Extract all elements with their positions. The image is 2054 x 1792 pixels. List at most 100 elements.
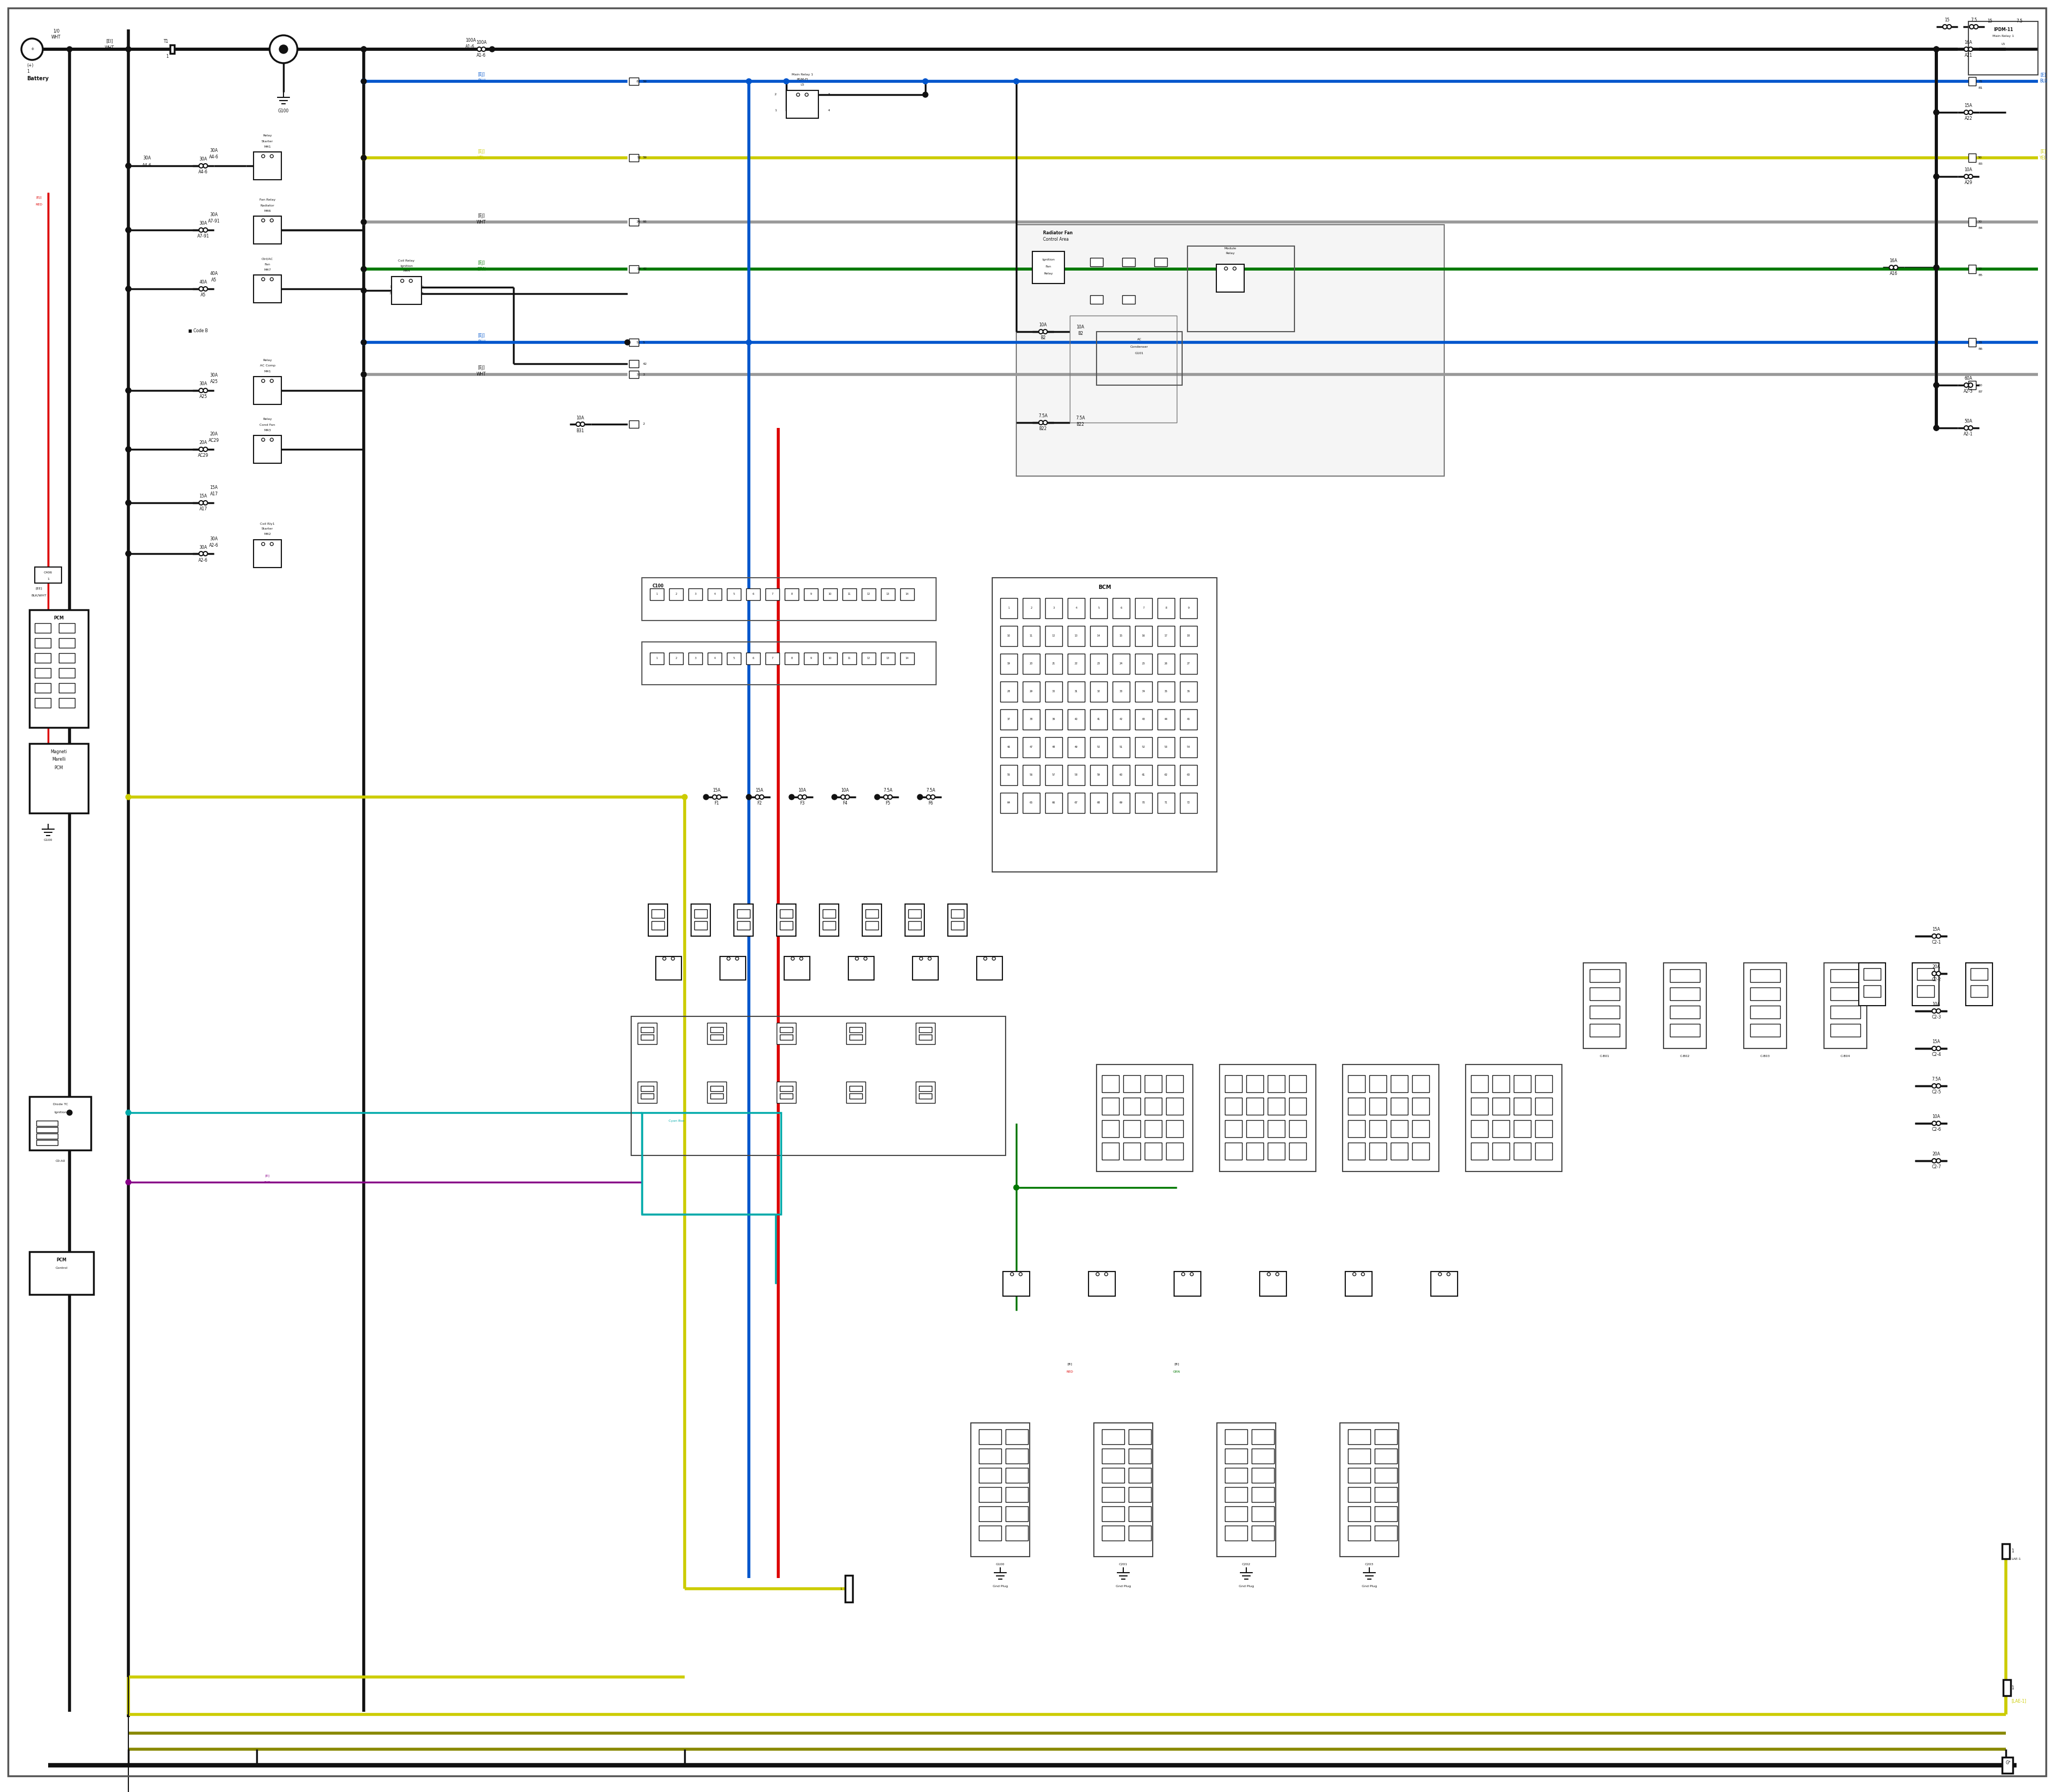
Text: 4: 4 — [421, 292, 423, 296]
Bar — [1863, 968, 1881, 980]
Text: +: + — [31, 47, 33, 52]
Text: 1: 1 — [390, 287, 392, 289]
Text: 3: 3 — [637, 373, 639, 376]
Text: 10A: 10A — [1076, 324, 1085, 330]
Text: G100: G100 — [43, 839, 53, 840]
Bar — [690, 903, 711, 935]
Bar — [1124, 1098, 1140, 1115]
Bar — [781, 1093, 793, 1098]
Circle shape — [125, 287, 131, 292]
Circle shape — [1933, 1084, 1937, 1088]
Bar — [1374, 1468, 1397, 1482]
Text: 1: 1 — [774, 109, 776, 113]
Bar — [711, 1034, 723, 1039]
Circle shape — [362, 340, 366, 346]
Bar — [1467, 1064, 1561, 1172]
Bar — [1391, 1143, 1407, 1159]
Circle shape — [746, 79, 752, 84]
Circle shape — [125, 228, 131, 233]
Circle shape — [840, 796, 844, 799]
Bar — [1179, 654, 1197, 674]
Bar — [641, 1113, 781, 1215]
Text: F6: F6 — [928, 801, 933, 806]
Bar — [781, 921, 793, 930]
Bar — [707, 1082, 727, 1104]
Bar — [1128, 1525, 1150, 1541]
Text: B2: B2 — [1078, 332, 1082, 337]
Bar — [1023, 765, 1039, 785]
Bar — [29, 1253, 94, 1294]
Text: 62: 62 — [1165, 774, 1169, 776]
Bar — [1471, 1120, 1487, 1138]
Circle shape — [1276, 1272, 1280, 1276]
Text: GRN: GRN — [477, 267, 487, 271]
Circle shape — [261, 380, 265, 382]
Bar — [1339, 1423, 1399, 1557]
Bar — [1091, 296, 1103, 305]
Bar — [1101, 1448, 1124, 1464]
Bar — [60, 683, 74, 694]
Bar — [1514, 1075, 1530, 1093]
Text: B2: B2 — [1041, 335, 1045, 340]
Circle shape — [1267, 1272, 1269, 1276]
Bar — [1590, 987, 1621, 1000]
Bar — [1224, 1430, 1247, 1444]
Circle shape — [1933, 382, 1939, 387]
Text: 51: 51 — [1119, 745, 1124, 749]
Bar — [1220, 1064, 1317, 1172]
Bar — [1251, 1468, 1273, 1482]
Text: 10: 10 — [828, 593, 832, 595]
Bar — [1224, 1075, 1243, 1093]
Bar — [1000, 599, 1017, 618]
Circle shape — [362, 267, 366, 272]
Bar — [649, 903, 668, 935]
Circle shape — [581, 423, 585, 426]
Bar — [670, 588, 684, 600]
Circle shape — [362, 371, 366, 376]
Bar — [1045, 792, 1062, 814]
Text: 47: 47 — [1029, 745, 1033, 749]
Circle shape — [844, 796, 850, 799]
Bar — [1158, 765, 1175, 785]
Bar — [1045, 765, 1062, 785]
Bar — [1347, 1143, 1366, 1159]
Text: C2-3: C2-3 — [1931, 1014, 1941, 1020]
Circle shape — [717, 796, 721, 799]
Bar — [1471, 1098, 1487, 1115]
Bar — [29, 609, 88, 728]
Text: 23: 23 — [1097, 663, 1101, 665]
Bar — [824, 652, 838, 665]
Bar — [1000, 681, 1017, 702]
Text: Ignition: Ignition — [53, 1111, 68, 1115]
Text: B5: B5 — [1978, 274, 1982, 276]
Bar — [1158, 681, 1175, 702]
Text: Gnd Plug: Gnd Plug — [992, 1584, 1009, 1588]
Bar — [1251, 1430, 1273, 1444]
Bar — [1101, 1143, 1119, 1159]
Bar — [737, 909, 750, 918]
Text: 15A: 15A — [199, 495, 207, 498]
Text: 30: 30 — [1052, 690, 1056, 694]
Bar — [1006, 1448, 1029, 1464]
Bar — [1224, 1487, 1247, 1502]
Bar — [803, 652, 817, 665]
Circle shape — [1937, 1159, 1941, 1163]
Text: G*: G* — [2007, 1760, 2011, 1765]
Bar — [1744, 962, 1787, 1048]
Text: M44: M44 — [403, 271, 411, 272]
Text: 100A: 100A — [477, 41, 487, 45]
Text: 12: 12 — [637, 156, 641, 159]
Bar — [781, 1086, 793, 1091]
Bar — [1068, 599, 1085, 618]
Bar — [1121, 258, 1136, 267]
Bar — [1247, 1098, 1263, 1115]
Circle shape — [682, 794, 688, 799]
Bar — [1136, 737, 1152, 758]
Text: 10: 10 — [1978, 383, 1982, 387]
Circle shape — [803, 796, 807, 799]
Text: Gnd Plug: Gnd Plug — [1362, 1584, 1376, 1588]
Text: 7.5: 7.5 — [2015, 20, 2023, 23]
Circle shape — [362, 219, 366, 224]
Circle shape — [1446, 1272, 1450, 1276]
Text: Ctrl/AC: Ctrl/AC — [261, 258, 273, 260]
